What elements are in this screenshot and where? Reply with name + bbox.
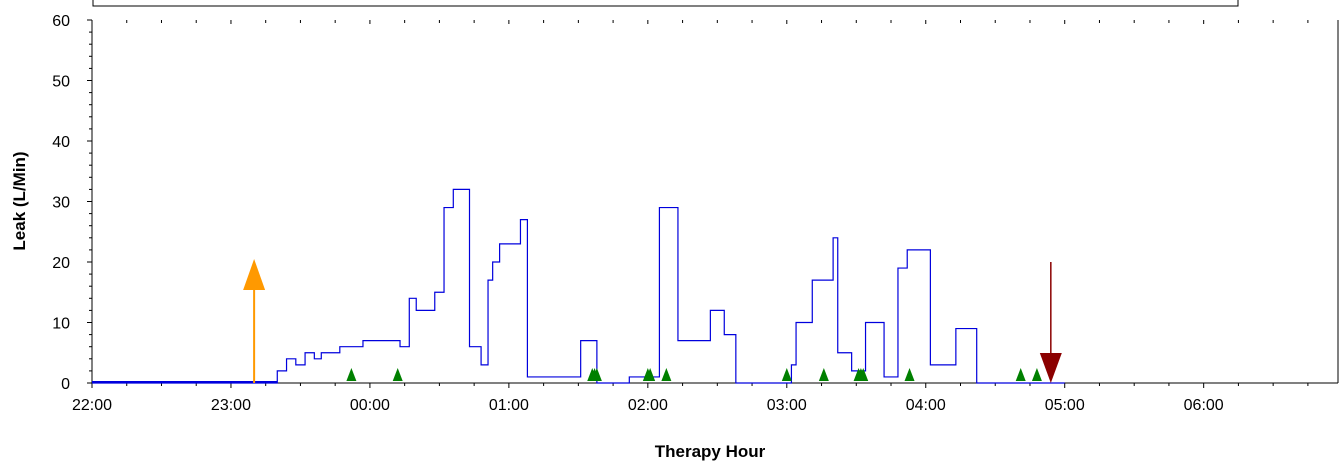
y-tick-label: 20 [52, 255, 70, 272]
event-marker [392, 368, 403, 381]
event-marker [661, 368, 672, 381]
x-tick-label: 03:00 [767, 397, 807, 414]
x-tick-label: 04:00 [906, 397, 946, 414]
event-marker [904, 368, 915, 381]
x-axis: 22:00 23:00 00:00 01:00 02:00 03:00 04:00 05:00… [72, 20, 1309, 414]
event-marker [781, 368, 792, 381]
x-tick-label: 02:00 [628, 397, 668, 414]
x-tick-label: 06:00 [1184, 397, 1224, 414]
x-tick-label: 01:00 [489, 397, 529, 414]
event-marker [818, 368, 829, 381]
marker-layer [243, 259, 1062, 383]
y-tick-label: 10 [52, 316, 70, 333]
start-arrow-head [243, 259, 266, 290]
x-axis-title: Therapy Hour [655, 442, 766, 461]
x-tick-label: 00:00 [350, 397, 390, 414]
y-axis-title: Leak (L/Min) [10, 151, 29, 250]
event-marker [591, 368, 602, 381]
event-marker [858, 368, 869, 381]
y-tick-label: 60 [52, 13, 70, 30]
y-tick-label: 50 [52, 74, 70, 91]
event-marker [645, 368, 656, 381]
event-marker [1015, 368, 1026, 381]
x-tick-label: 22:00 [72, 397, 112, 414]
x-tick-label: 23:00 [211, 397, 251, 414]
legend-box [92, 0, 1239, 7]
y-axis: 0 10 20 30 40 50 60 [52, 13, 92, 393]
event-marker [1031, 368, 1042, 381]
y-tick-label: 0 [61, 376, 70, 393]
x-tick-label: 05:00 [1045, 397, 1085, 414]
y-tick-label: 40 [52, 134, 70, 151]
event-marker [346, 368, 357, 381]
end-arrow-head [1039, 353, 1062, 383]
y-tick-label: 30 [52, 195, 70, 212]
leak-series-line [92, 188, 1065, 384]
series-layer [92, 188, 1065, 384]
